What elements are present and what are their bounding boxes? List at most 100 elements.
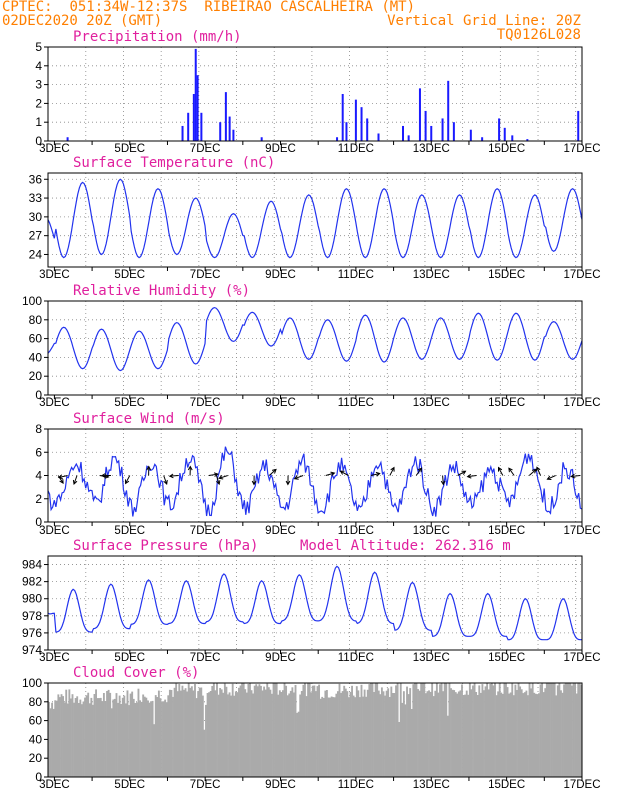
wind-arrow-head — [536, 466, 541, 472]
cloud-bar — [233, 695, 236, 777]
cloud-bar — [564, 683, 567, 777]
cloud-bar — [492, 685, 495, 777]
source-label: CPTEC: — [2, 0, 53, 15]
cloud-bar — [217, 694, 220, 777]
y-tick-label: 5 — [35, 40, 42, 54]
wind-arrow — [547, 475, 556, 480]
cloud-bar — [95, 689, 97, 777]
wind-arrow-head — [187, 465, 193, 471]
cloud-bar — [432, 696, 435, 777]
cloud-bar — [527, 695, 529, 777]
cloud-bar — [198, 687, 201, 777]
cloud-bar — [461, 684, 463, 777]
cloud-bar — [428, 690, 430, 777]
wind-arrow-head — [461, 470, 467, 475]
cloud-bar — [106, 691, 108, 777]
cloud-bar — [126, 690, 129, 777]
cloud-bar — [245, 692, 248, 777]
cloud-bar — [387, 688, 390, 777]
wind-arrow-head — [213, 472, 219, 477]
cloud-bar — [200, 687, 203, 777]
cloud-bar — [91, 704, 94, 777]
x-tick-label: 7DEC — [190, 397, 221, 409]
wind-arrow — [528, 469, 537, 476]
cloud-bar — [255, 684, 258, 777]
cloud-bar — [269, 689, 272, 777]
wind-arrow-head — [215, 480, 221, 486]
cloud-bar — [580, 684, 583, 777]
cloud-bar — [205, 704, 207, 777]
cloud-bar — [431, 683, 434, 777]
x-tick-label: 3DEC — [39, 143, 70, 155]
cloud-bar — [578, 683, 581, 777]
cloud-bar — [179, 690, 182, 777]
wind-arrow — [125, 475, 131, 484]
x-tick-label: 3DEC — [39, 525, 70, 537]
panel-frame — [47, 172, 583, 268]
cloud-bar — [239, 685, 242, 777]
cloud-bar — [90, 697, 93, 777]
cloud-bar — [296, 712, 299, 777]
cloud-bar — [263, 686, 266, 777]
y-tick-label: 0 — [35, 134, 42, 148]
cloud-bar — [517, 683, 520, 777]
cloud-bar — [219, 688, 222, 777]
cloud-bar — [327, 697, 330, 777]
x-tick-label: 11DEC — [338, 143, 374, 155]
cloud-bar — [577, 683, 580, 777]
cloud-bar — [51, 702, 54, 777]
cloud-bar — [330, 696, 333, 777]
cloud-bar — [373, 692, 375, 777]
y-tick-label: 3 — [35, 78, 42, 92]
precip-bar — [469, 129, 472, 141]
cloud-bar — [297, 711, 300, 777]
cloud-bar — [454, 692, 457, 777]
cloud-bar — [503, 683, 506, 777]
cloud-bar — [238, 687, 240, 777]
cloud-bar — [500, 692, 503, 777]
x-tick-label: 15DEC — [488, 652, 525, 664]
cloud-bar — [368, 684, 371, 777]
wind-arrow — [73, 475, 78, 485]
precip-bar — [498, 118, 501, 141]
cloud-bar — [516, 690, 518, 777]
y-tick-label: 6 — [35, 445, 42, 459]
cloud-bar — [506, 687, 509, 777]
cloud-bar — [490, 683, 493, 777]
cloud-bar — [443, 683, 446, 777]
cloud-bar — [142, 694, 145, 777]
cloud-bar — [472, 685, 474, 777]
cloud-bar — [101, 701, 104, 777]
cloud-bar — [420, 683, 423, 777]
cloud-bar — [487, 689, 490, 777]
precip-bar — [345, 122, 348, 141]
cloud-bar — [249, 683, 251, 777]
cloud-bar — [98, 698, 101, 777]
cloud-bar — [542, 692, 545, 777]
cloud-bar — [82, 701, 85, 777]
cloud-bar — [256, 686, 259, 777]
cloud-bar — [319, 698, 322, 777]
cloud-bar — [321, 696, 324, 777]
x-tick-label: 7DEC — [190, 269, 221, 281]
cloud-bar — [343, 685, 346, 777]
cloud-bar — [552, 683, 555, 777]
wind-arrow-head — [57, 474, 63, 480]
wind-arrow-head — [168, 473, 174, 479]
y-tick-label: 80 — [29, 695, 43, 709]
wind-arrow — [325, 472, 335, 476]
precip-bar — [66, 137, 69, 141]
cloud-bar — [528, 683, 531, 777]
y-tick-label: 24 — [29, 247, 43, 261]
wind-arrow — [415, 467, 422, 476]
cloud-bar — [172, 696, 174, 777]
cloud-bar — [153, 724, 156, 777]
cloud-bar — [550, 683, 553, 777]
cloud-bar — [426, 691, 429, 777]
y-tick-label: 30 — [29, 210, 43, 224]
cloud-bar — [311, 685, 314, 777]
cloud-bar — [509, 692, 512, 777]
cloud-bar — [69, 698, 72, 777]
cloud-bar — [291, 687, 294, 777]
cloud-bar — [555, 695, 558, 777]
